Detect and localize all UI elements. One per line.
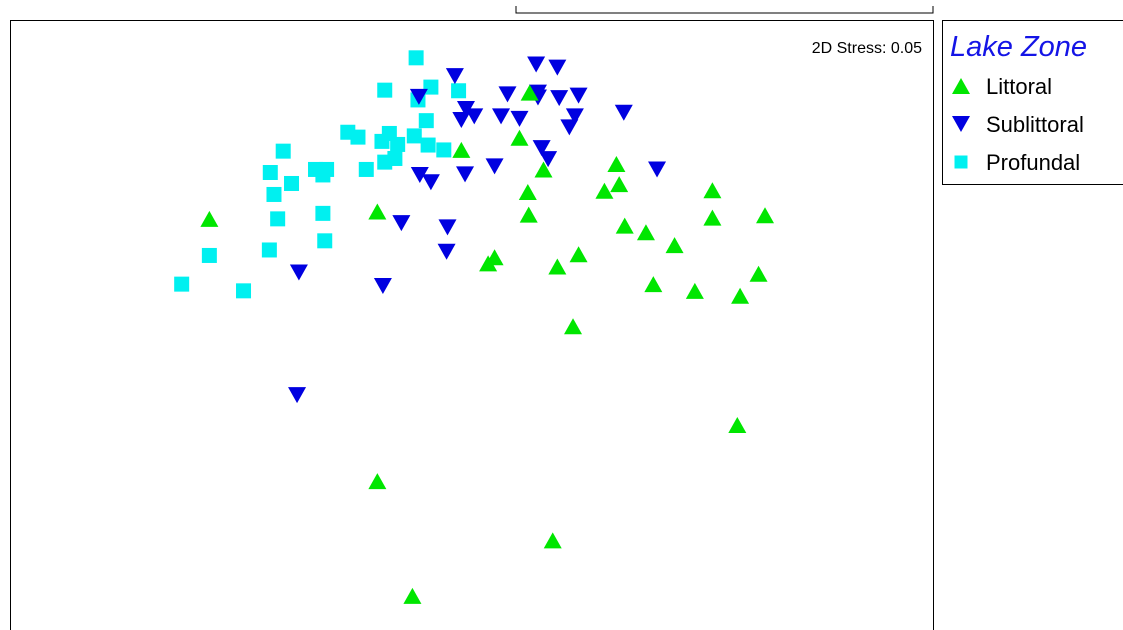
point-littoral-20	[665, 237, 684, 254]
point-sublittoral-27	[289, 264, 308, 281]
point-profundal-30	[236, 283, 252, 299]
point-littoral-13	[610, 176, 629, 193]
point-profundal-0	[408, 50, 424, 66]
legend-marker-sublittoral	[952, 116, 970, 132]
legend-label-littoral: Littoral	[986, 74, 1052, 99]
point-sublittoral-1	[548, 59, 567, 76]
legend: Lake Zone Littoral Sublittoral Profundal	[942, 20, 1123, 185]
point-littoral-6	[518, 184, 537, 201]
point-profundal-24	[315, 205, 331, 221]
point-profundal-13	[275, 143, 291, 159]
point-sublittoral-21	[410, 166, 429, 183]
scatter-marks	[174, 50, 775, 604]
legend-entries: Littoral Sublittoral Profundal	[952, 74, 1084, 175]
point-profundal-28	[201, 247, 217, 263]
legend-label-sublittoral: Sublittoral	[986, 112, 1084, 137]
legend-marker-littoral	[952, 78, 970, 94]
point-littoral-9	[485, 249, 504, 266]
point-littoral-7	[519, 206, 538, 223]
point-sublittoral-25	[438, 219, 457, 236]
legend-box	[942, 20, 1123, 185]
point-profundal-2	[451, 83, 467, 99]
point-profundal-22	[315, 167, 331, 183]
point-sublittoral-24	[392, 215, 411, 232]
point-littoral-12	[607, 155, 626, 172]
point-littoral-26	[728, 417, 747, 434]
point-sublittoral-29	[288, 387, 307, 404]
point-sublittoral-0	[527, 56, 546, 73]
point-sublittoral-16	[560, 119, 579, 136]
point-littoral-29	[403, 587, 422, 604]
point-profundal-7	[350, 129, 366, 145]
point-sublittoral-3	[498, 86, 517, 103]
point-sublittoral-5	[528, 84, 547, 101]
point-littoral-22	[685, 282, 704, 299]
point-sublittoral-18	[539, 151, 558, 168]
point-profundal-21	[284, 175, 300, 191]
point-profundal-23	[266, 186, 282, 202]
point-sublittoral-26	[437, 243, 456, 260]
point-littoral-11	[569, 246, 588, 263]
point-profundal-18	[358, 161, 374, 177]
point-profundal-14	[436, 142, 452, 158]
point-sublittoral-2	[445, 68, 464, 85]
point-sublittoral-15	[614, 104, 633, 121]
point-littoral-16	[636, 224, 655, 241]
point-sublittoral-20	[456, 166, 475, 183]
stress-annotation: 2D Stress: 0.05	[812, 40, 922, 57]
point-profundal-27	[261, 242, 277, 258]
point-littoral-3	[520, 84, 539, 101]
point-littoral-0	[200, 210, 219, 227]
point-littoral-18	[703, 209, 722, 226]
point-sublittoral-17	[532, 140, 551, 157]
point-sublittoral-14	[565, 108, 584, 125]
point-sublittoral-6	[550, 90, 569, 107]
point-sublittoral-19	[485, 158, 504, 175]
point-littoral-21	[644, 276, 663, 293]
point-sublittoral-23	[648, 161, 667, 178]
point-profundal-3	[377, 82, 393, 98]
point-sublittoral-7	[569, 87, 588, 104]
point-littoral-24	[749, 265, 768, 282]
point-littoral-10	[548, 258, 567, 275]
point-profundal-25	[270, 211, 286, 227]
point-littoral-25	[564, 318, 583, 335]
legend-marker-profundal	[954, 155, 968, 169]
point-littoral-17	[703, 182, 722, 199]
point-profundal-5	[418, 113, 434, 129]
point-littoral-2	[452, 141, 471, 158]
point-sublittoral-8	[409, 88, 428, 105]
point-sublittoral-22	[421, 174, 440, 191]
point-sublittoral-28	[373, 277, 392, 294]
point-littoral-27	[368, 473, 387, 490]
point-littoral-15	[615, 217, 634, 234]
legend-label-profundal: Profundal	[986, 150, 1080, 175]
point-littoral-5	[534, 161, 553, 178]
legend-title: Lake Zone	[950, 31, 1087, 63]
point-littoral-14	[595, 182, 614, 199]
point-littoral-23	[731, 287, 750, 304]
point-littoral-1	[368, 203, 387, 220]
point-profundal-1	[423, 79, 439, 95]
point-profundal-16	[377, 154, 393, 170]
point-profundal-29	[174, 276, 190, 292]
point-littoral-4	[510, 129, 529, 146]
top-bracket-line	[515, 6, 934, 14]
point-littoral-28	[543, 532, 562, 549]
point-sublittoral-11	[492, 108, 511, 125]
point-profundal-10	[374, 133, 390, 149]
plot-frame	[10, 20, 934, 630]
point-profundal-11	[390, 136, 406, 152]
point-sublittoral-13	[452, 112, 471, 129]
point-littoral-19	[756, 207, 775, 224]
point-profundal-19	[262, 165, 278, 180]
point-profundal-9	[406, 128, 422, 144]
point-sublittoral-12	[510, 110, 529, 127]
point-profundal-12	[420, 137, 436, 153]
point-profundal-26	[317, 233, 333, 249]
